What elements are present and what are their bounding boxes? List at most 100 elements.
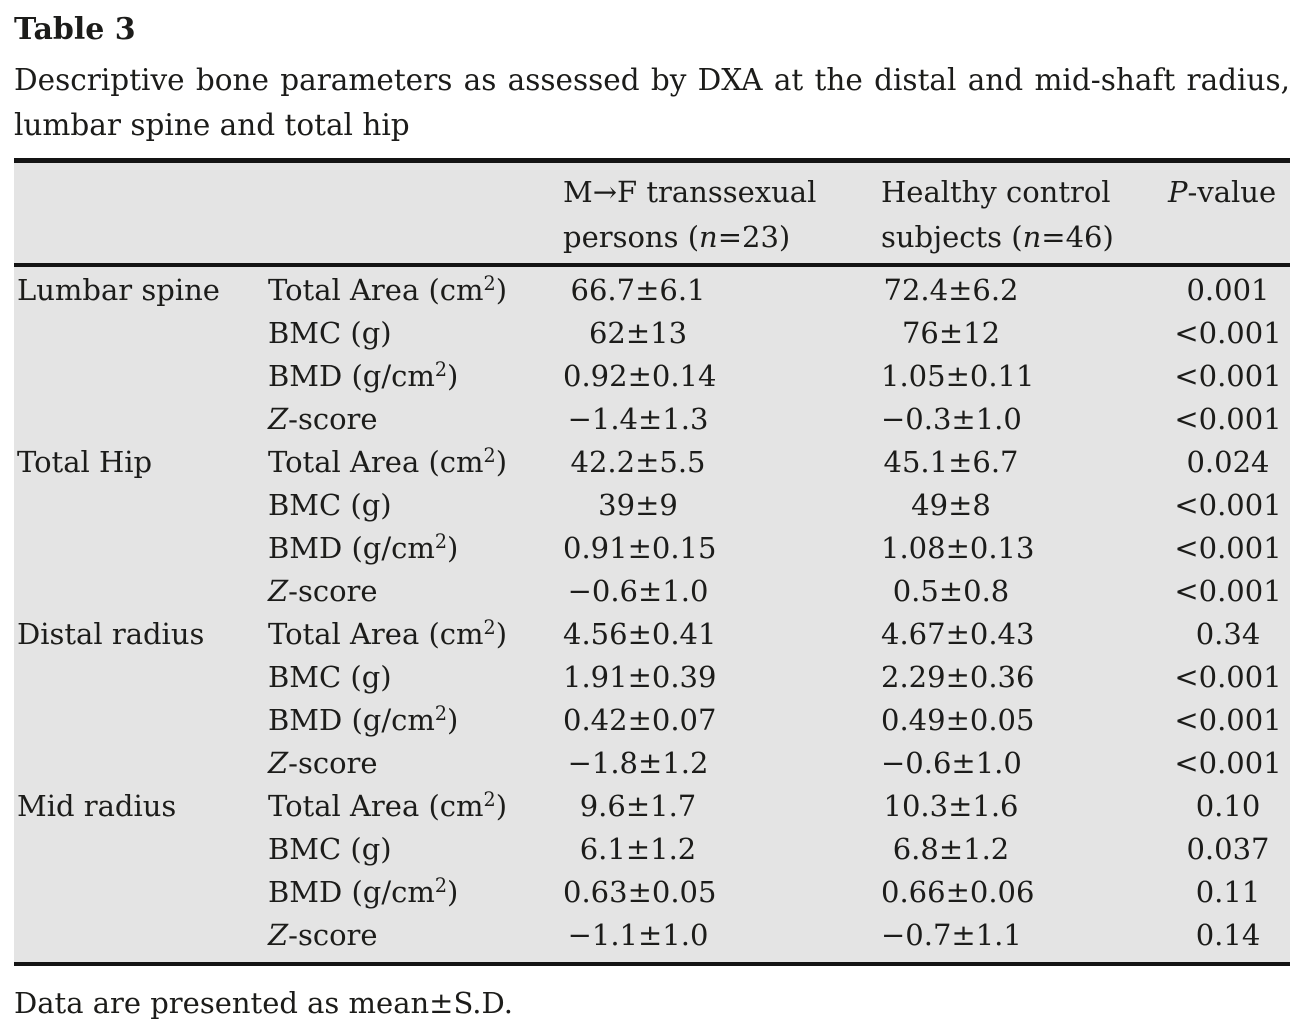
parameter-cell: BMC (g) (268, 316, 392, 350)
parameter-cell: Z-score (268, 574, 378, 608)
group1-value: 42.2±5.5 (570, 445, 706, 479)
parameter-cell: BMD (g/cm2) (268, 874, 459, 909)
parameter-cell: Total Area (cm2) (268, 272, 508, 307)
table-row: Z-score −1.8±1.2 −0.6±1.0 <0.001 (14, 742, 1290, 785)
site-cell (14, 742, 268, 785)
table-header-row: M→F transsexual persons (n=23) Healthy co… (14, 163, 1290, 267)
table-caption-line-2: lumbar spine and total hip (14, 108, 410, 142)
group2-value: 2.29±0.36 (881, 660, 1035, 694)
parameter-cell: Total Area (cm2) (268, 788, 508, 823)
table-caption: Descriptive bone parameters as assessed … (14, 58, 1290, 148)
group1-value: 66.7±6.1 (570, 273, 706, 307)
group2-value: 0.5±0.8 (892, 574, 1010, 608)
table-row: Distal radius Total Area (cm2) 4.56±0.41 4.… (14, 613, 1290, 656)
table-body: Lumbar spine Total Area (cm2) 66.7±6.1 72.4… (14, 267, 1290, 962)
table-row: BMD (g/cm2) 0.92±0.14 1.05±0.11 <0.001 (14, 355, 1290, 398)
header-line: M→F transsexual (563, 175, 817, 209)
site-cell (14, 656, 268, 699)
site-cell (14, 312, 268, 355)
parameter-cell: BMD (g/cm2) (268, 358, 459, 393)
group1-value: 1.91±0.39 (563, 660, 717, 694)
p-value: 0.14 (1195, 918, 1261, 952)
group2-value: −0.7±1.1 (881, 918, 1022, 952)
parameter-cell: BMD (g/cm2) (268, 702, 459, 737)
p-value: 0.001 (1186, 273, 1270, 307)
p-value: <0.001 (1174, 746, 1282, 780)
p-value: 0.037 (1186, 832, 1270, 866)
parameter-cell: Total Area (cm2) (268, 616, 508, 651)
p-value: 0.11 (1195, 875, 1261, 909)
site-cell (14, 355, 268, 398)
data-table: M→F transsexual persons (n=23) Healthy co… (14, 158, 1290, 966)
group2-value: 1.05±0.11 (881, 359, 1035, 393)
header-group1-cell: M→F transsexual persons (n=23) (563, 170, 881, 263)
parameter-cell: BMC (g) (268, 488, 392, 522)
table-row: Z-score −0.6±1.0 0.5±0.8 <0.001 (14, 570, 1290, 613)
group1-value: 0.63±0.05 (563, 875, 717, 909)
group2-value: 6.8±1.2 (892, 832, 1010, 866)
group2-value: 1.08±0.13 (881, 531, 1035, 565)
site-cell: Distal radius (17, 617, 205, 651)
site-cell (14, 828, 268, 871)
header-line: persons (n=23) (563, 220, 791, 254)
group1-value: −1.1±1.0 (567, 918, 709, 952)
header-parameter-cell (268, 170, 563, 263)
site-cell (14, 484, 268, 527)
group2-value: −0.6±1.0 (881, 746, 1022, 780)
site-cell (14, 398, 268, 441)
group2-value: −0.3±1.0 (881, 402, 1022, 436)
header-line: Healthy control (881, 175, 1111, 209)
parameter-cell: BMC (g) (268, 832, 392, 866)
site-cell (14, 527, 268, 570)
group2-value: 45.1±6.7 (883, 445, 1019, 479)
table-footnote: Data are presented as mean±S.D. (14, 986, 513, 1020)
table-label: Table 3 (14, 12, 136, 47)
table-row: Total Hip Total Area (cm2) 42.2±5.5 45.1±6.… (14, 441, 1290, 484)
table-row: BMC (g) 39±9 49±8 <0.001 (14, 484, 1290, 527)
p-value: 0.024 (1186, 445, 1270, 479)
group1-value: −1.8±1.2 (567, 746, 709, 780)
table-row: Lumbar spine Total Area (cm2) 66.7±6.1 72.4… (14, 269, 1290, 312)
group1-value: 0.42±0.07 (563, 703, 717, 737)
header-site-cell (14, 170, 268, 263)
group1-value: −0.6±1.0 (567, 574, 709, 608)
group1-value: 9.6±1.7 (579, 789, 697, 823)
group2-value: 72.4±6.2 (883, 273, 1019, 307)
p-value: 0.10 (1195, 789, 1261, 823)
table-row: BMC (g) 1.91±0.39 2.29±0.36 <0.001 (14, 656, 1290, 699)
parameter-cell: Total Area (cm2) (268, 444, 508, 479)
group1-value: 6.1±1.2 (579, 832, 697, 866)
site-cell: Lumbar spine (17, 273, 220, 307)
table-row: BMD (g/cm2) 0.91±0.15 1.08±0.13 <0.001 (14, 527, 1290, 570)
group2-value: 0.66±0.06 (881, 875, 1035, 909)
group2-value: 0.49±0.05 (881, 703, 1035, 737)
table-row: Mid radius Total Area (cm2) 9.6±1.7 10.3±1.… (14, 785, 1290, 828)
table-row: BMC (g) 6.1±1.2 6.8±1.2 0.037 (14, 828, 1290, 871)
table-row: BMD (g/cm2) 0.63±0.05 0.66±0.06 0.11 (14, 871, 1290, 914)
p-value: <0.001 (1174, 531, 1282, 565)
table-caption-line-1: Descriptive bone parameters as assessed … (14, 63, 1290, 97)
group1-value: 0.92±0.14 (563, 359, 717, 393)
p-value: <0.001 (1174, 488, 1282, 522)
parameter-cell: Z-score (268, 918, 378, 952)
site-cell (14, 699, 268, 742)
header-line: subjects (n=46) (881, 220, 1114, 254)
site-cell: Mid radius (17, 789, 177, 823)
p-value: 0.34 (1195, 617, 1261, 651)
group2-value: 76±12 (901, 316, 1001, 350)
p-value: <0.001 (1174, 660, 1282, 694)
group1-value: 4.56±0.41 (563, 617, 717, 651)
group2-value: 49±8 (911, 488, 991, 522)
header-group2-cell: Healthy control subjects (n=46) (881, 170, 1168, 263)
p-value: <0.001 (1174, 316, 1282, 350)
p-value: <0.001 (1174, 574, 1282, 608)
table-row: Z-score −1.4±1.3 −0.3±1.0 <0.001 (14, 398, 1290, 441)
group1-value: −1.4±1.3 (567, 402, 709, 436)
parameter-cell: Z-score (268, 402, 378, 436)
parameter-cell: BMD (g/cm2) (268, 530, 459, 565)
p-value: <0.001 (1174, 703, 1282, 737)
group1-value: 39±9 (598, 488, 678, 522)
header-pvalue-cell: P-value (1168, 175, 1277, 209)
site-cell (14, 914, 268, 957)
